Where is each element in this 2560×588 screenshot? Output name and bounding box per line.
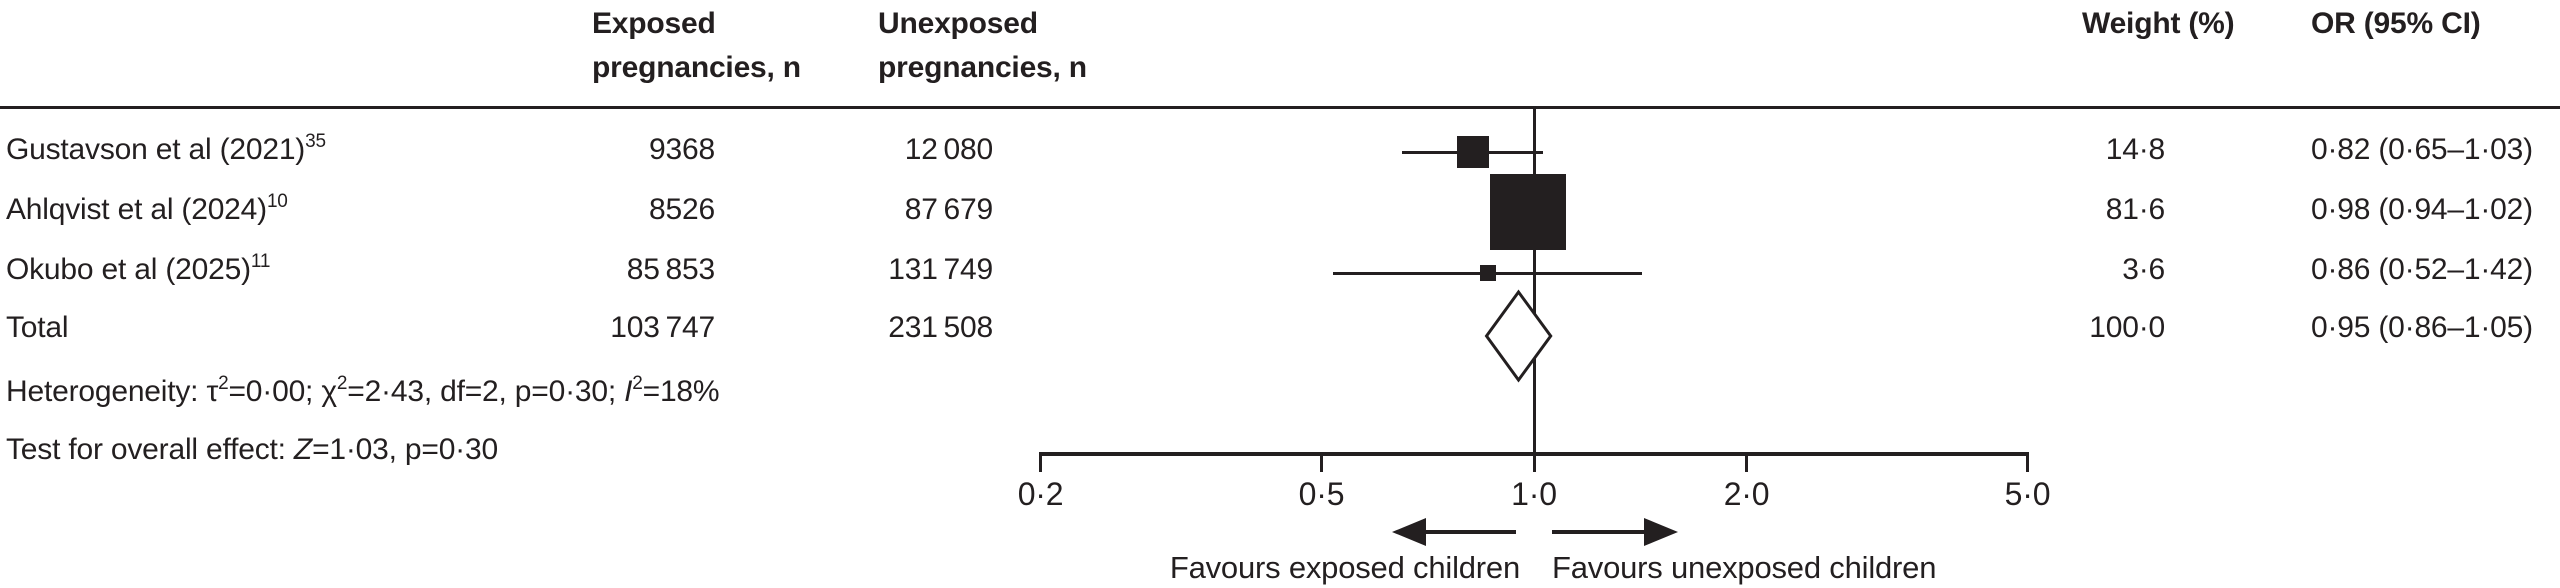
column-header-exposed: Exposed pregnancies, n [592, 7, 801, 84]
test-text: =1·03, p=0·30 [312, 433, 498, 466]
squared-superscript: 2 [336, 373, 348, 394]
or-ci-value: 0·82 (0·65–1·03) [2311, 133, 2533, 166]
unexposed-n-value: 87 679 [904, 193, 993, 226]
study-name: Okubo et al (2025)11 [6, 249, 270, 291]
reference-superscript: 10 [266, 191, 288, 212]
effect-size-square [1479, 265, 1496, 281]
column-header-weight: Weight (%) [2082, 7, 2235, 40]
exposed-n-value: 8526 [649, 193, 715, 226]
x-axis-tick-label: 1·0 [1511, 476, 1557, 512]
header-separator-rule [0, 106, 2560, 109]
het-text: =2·43, df=2, p=0·30; [347, 375, 625, 408]
x-axis-tick [2025, 454, 2029, 472]
unexposed-n-total: 231 508 [888, 311, 993, 344]
x-axis-tick [1319, 454, 1323, 472]
weight-value: 14·8 [2105, 133, 2165, 166]
effect-size-square [1457, 136, 1490, 168]
study-name: Gustavson et al (2021)35 [6, 129, 326, 171]
x-axis-tick-label: 2·0 [1723, 476, 1770, 512]
or-ci-value: 0·86 (0·52–1·42) [2311, 253, 2533, 286]
test-text: Test for overall effect: [6, 433, 294, 466]
effect-size-square [1489, 174, 1566, 250]
favours-right-arrow-icon [1552, 518, 1678, 546]
exposed-n-value: 85 853 [626, 253, 715, 286]
study-name-text: Ahlqvist et al (2024) [6, 193, 267, 226]
exposed-n-total: 103 747 [610, 311, 715, 344]
x-axis-tick-label: 0·2 [1017, 476, 1064, 512]
x-axis-tick [1532, 454, 1536, 472]
study-name: Ahlqvist et al (2024)10 [6, 189, 288, 231]
x-axis-tick-label: 0·5 [1298, 476, 1345, 512]
study-name-text: Gustavson et al (2021) [6, 133, 306, 166]
squared-superscript: 2 [218, 373, 229, 394]
squared-superscript: 2 [632, 373, 643, 394]
favours-arrows [1392, 518, 1678, 546]
x-axis-tick [1745, 454, 1749, 472]
reference-superscript: 35 [305, 131, 326, 152]
column-header-unexposed: Unexposed pregnancies, n [878, 7, 1087, 84]
i-squared-symbol: I [624, 375, 633, 408]
favours-right-label: Favours unexposed children [1552, 550, 1937, 585]
het-text: =0·00; χ [228, 375, 337, 408]
exposed-n-value: 9368 [649, 133, 715, 166]
favours-left-label: Favours exposed children [1169, 550, 1520, 585]
null-effect-line [1532, 108, 1536, 454]
weight-value: 81·6 [2105, 193, 2165, 226]
unexposed-n-value: 131 749 [888, 253, 993, 286]
or-ci-total: 0·95 (0·86–1·05) [2311, 311, 2533, 344]
x-axis-tick-label: 5·0 [2004, 476, 2051, 512]
weight-total: 100·0 [2089, 311, 2165, 344]
unexposed-n-value: 12 080 [904, 133, 993, 166]
x-axis-tick [1039, 454, 1043, 472]
overall-effect-test: Test for overall effect: Z=1·03, p=0·30 [6, 429, 498, 471]
or-ci-value: 0·98 (0·94–1·02) [2311, 193, 2533, 226]
total-row-label: Total [6, 311, 69, 344]
favours-left-arrow-icon [1392, 518, 1516, 546]
pooled-estimate-diamond [1484, 289, 1553, 383]
reference-superscript: 11 [250, 251, 271, 272]
z-symbol: Z [293, 433, 313, 466]
heterogeneity-statistics: Heterogeneity: τ2=0·00; χ2=2·43, df=2, p… [6, 371, 720, 413]
column-header-or: OR (95% CI) [2311, 7, 2481, 40]
het-text: Heterogeneity: τ [6, 375, 219, 408]
het-text: =18% [642, 375, 720, 408]
weight-value: 3·6 [2122, 253, 2165, 286]
study-name-text: Okubo et al (2025) [6, 253, 251, 286]
